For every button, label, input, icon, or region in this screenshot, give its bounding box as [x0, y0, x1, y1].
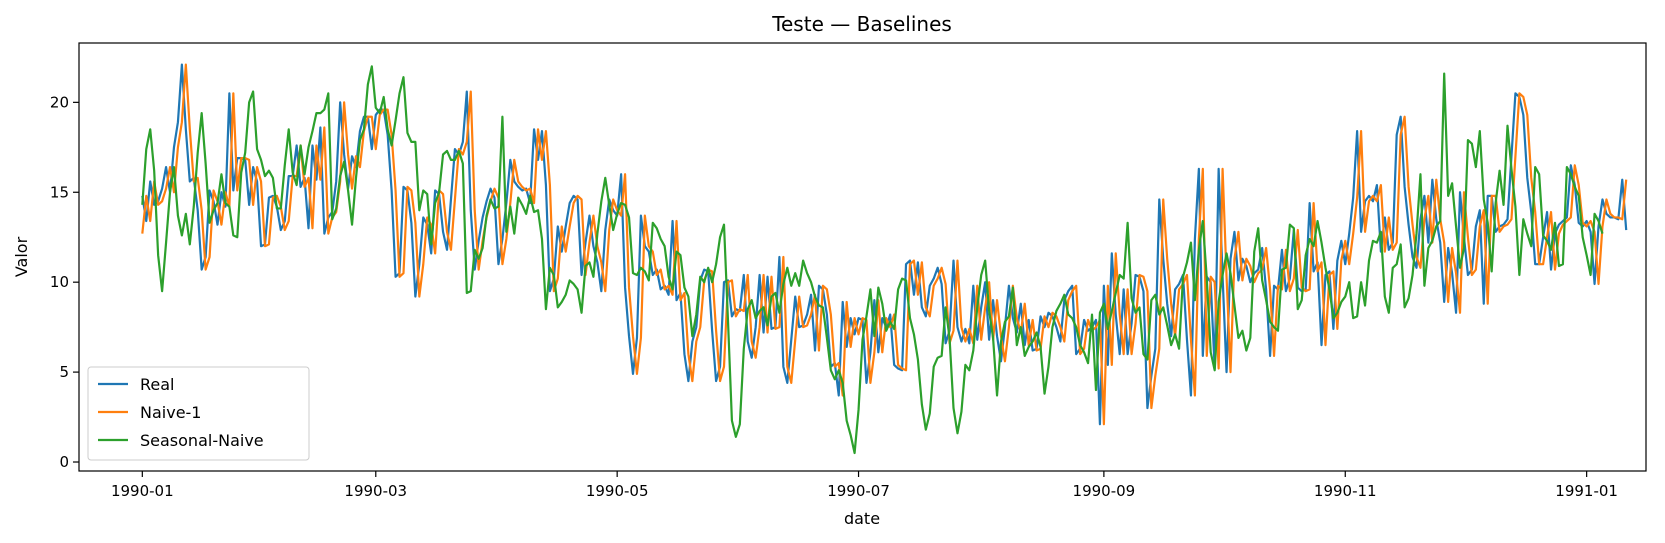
legend-box: [87, 366, 310, 461]
y-tick-label: 15: [50, 183, 69, 201]
series-line: [141, 63, 1628, 426]
x-tick-label: 1991-01: [1555, 482, 1618, 500]
x-tick-label: 1990-07: [827, 482, 890, 500]
chart-title: Teste — Baselines: [771, 12, 952, 36]
y-tick-label: 5: [59, 363, 69, 381]
legend-label: Naive-1: [140, 403, 201, 422]
y-tick-label: 20: [50, 93, 69, 111]
x-axis-label: date: [844, 509, 880, 528]
y-axis: 0 5 10 15 20: [50, 93, 79, 471]
series-line: [141, 65, 1604, 455]
x-tick-label: 1990-03: [344, 482, 407, 500]
x-tick-label: 1990-05: [586, 482, 649, 500]
legend-label: Seasonal-Naive: [140, 431, 264, 450]
plot-frame: [78, 42, 1647, 472]
legend-label: Real: [140, 375, 175, 394]
plot-lines: [141, 63, 1628, 455]
x-tick-label: 1990-09: [1073, 482, 1136, 500]
y-tick-label: 0: [59, 453, 69, 471]
x-tick-label: 1990-11: [1314, 482, 1377, 500]
legend: Real Naive-1 Seasonal-Naive: [87, 366, 310, 461]
x-tick-label: 1990-01: [111, 482, 174, 500]
y-axis-label: Valor: [12, 236, 31, 277]
x-axis: 1990-01 1990-03 1990-05 1990-07 1990-09 1990-…: [111, 471, 1618, 500]
y-tick-label: 10: [50, 273, 69, 291]
